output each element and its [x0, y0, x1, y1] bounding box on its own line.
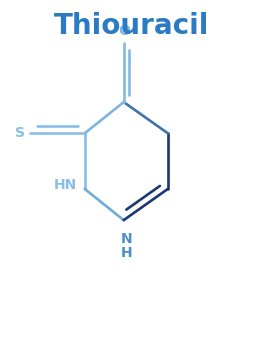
Text: HN: HN — [54, 178, 77, 192]
Text: Thiouracil: Thiouracil — [54, 12, 209, 40]
Text: H: H — [120, 246, 132, 260]
Text: N: N — [120, 232, 132, 246]
Text: O: O — [118, 24, 130, 38]
Text: S: S — [15, 126, 25, 140]
